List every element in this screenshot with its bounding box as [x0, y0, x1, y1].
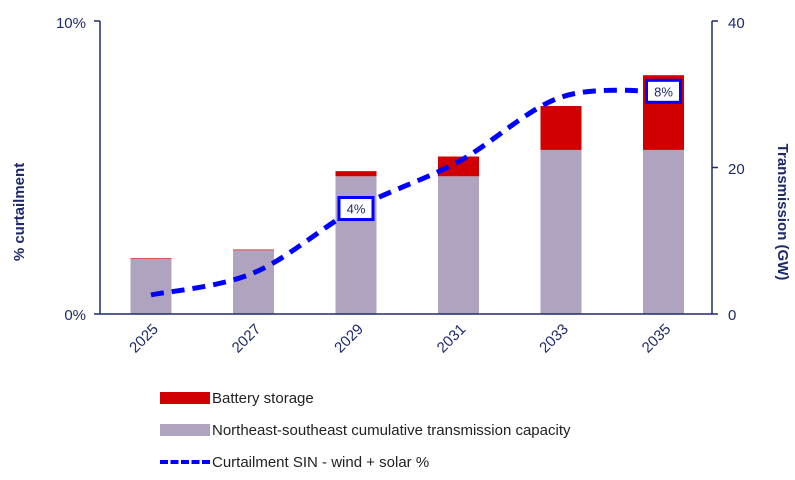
y2-tick-label: 20: [728, 161, 745, 178]
bar-battery-2031: [438, 156, 479, 177]
data-label-box: [645, 78, 682, 104]
bar-transmission-2035: [643, 149, 684, 314]
x-tick-label: 2033: [536, 321, 572, 357]
legend-swatch: [160, 392, 210, 404]
bar-battery-2029: [335, 171, 377, 177]
x-tick-label: 2025: [126, 321, 162, 357]
curtailment-line: [150, 87, 664, 298]
bar-transmission-2031: [438, 176, 479, 314]
y2-tick-label: 0: [728, 307, 736, 324]
y-tick-label: 10%: [56, 15, 86, 32]
legend-item-curtailment: Curtailment SIN - wind + solar %: [160, 446, 571, 478]
legend: Battery storage Northeast-southeast cumu…: [160, 382, 571, 478]
y2-tick-label: 40: [728, 15, 745, 32]
x-tick-label: 2031: [434, 321, 470, 357]
y-axis-title: % curtailment: [11, 163, 28, 261]
legend-item-transmission: Northeast-southeast cumulative transmiss…: [160, 414, 571, 446]
x-tick-label: 2027: [229, 321, 265, 357]
legend-swatch: [160, 424, 210, 436]
bar-battery-2025: [130, 258, 172, 260]
legend-label: Northeast-southeast cumulative transmiss…: [212, 421, 571, 439]
bar-transmission-2027: [233, 250, 274, 314]
x-tick-label: 2029: [331, 321, 367, 357]
x-tick-label: 2035: [639, 321, 675, 357]
bar-battery-2033: [540, 105, 582, 150]
legend-swatch: [160, 460, 210, 464]
data-label-box: [337, 196, 375, 222]
legend-label: Curtailment SIN - wind + solar %: [212, 453, 430, 471]
y-tick-label: 0%: [64, 307, 86, 324]
bar-transmission-2033: [540, 149, 582, 314]
data-label: 4%: [347, 202, 366, 217]
bar-transmission-2025: [130, 259, 172, 314]
legend-label: Battery storage: [212, 389, 314, 407]
legend-item-battery: Battery storage: [160, 382, 571, 414]
data-label: 8%: [654, 84, 673, 99]
y2-axis-title: Transmission (GW): [774, 144, 791, 281]
chart-svg: 4% 8% 10% 0% 40 20 0 % curtailment Transm…: [11, 15, 791, 357]
bar-battery-2027: [233, 249, 274, 251]
